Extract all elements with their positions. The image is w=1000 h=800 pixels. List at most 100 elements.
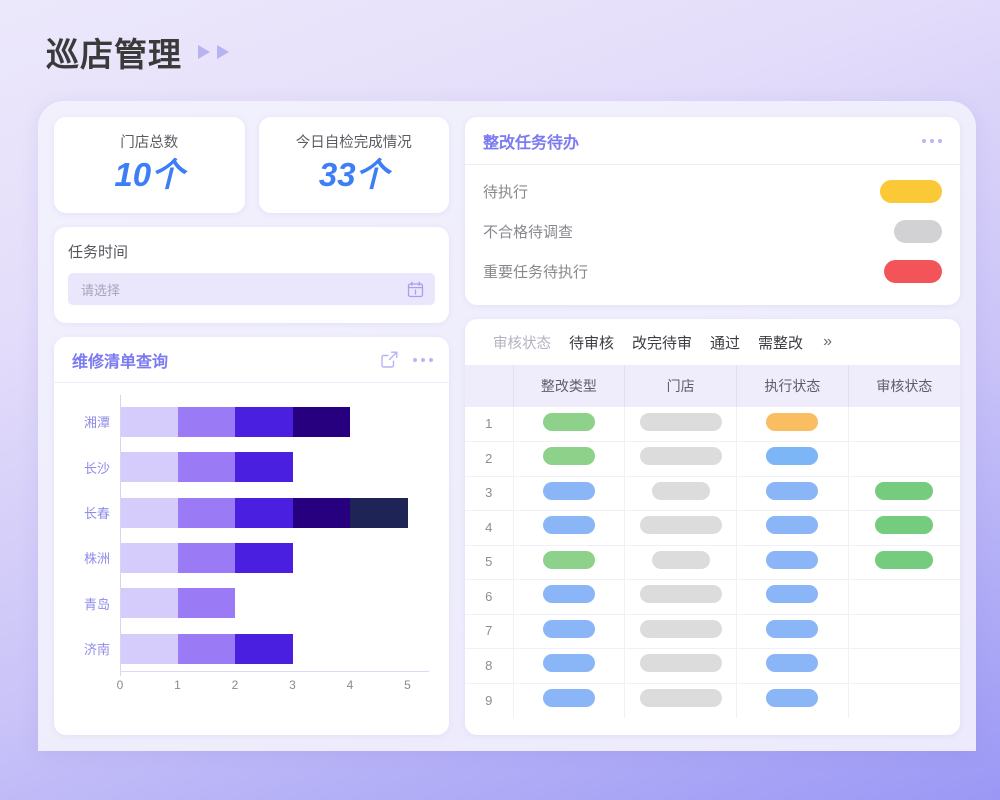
table-cell <box>736 476 849 511</box>
tab-待审核[interactable]: 待审核 <box>569 334 615 352</box>
cell-value-pill <box>766 550 819 569</box>
x-axis-tick: 3 <box>289 678 296 693</box>
stacked-bar[interactable] <box>120 452 429 483</box>
bar-segment <box>120 633 178 664</box>
page-header: 巡店管理 <box>46 28 231 76</box>
right-column: 整改任务待办 待执行 不合格待调查 重要任务待执行 审核状态 待审核 改完待审 通过 需整改… <box>465 117 960 735</box>
table-row[interactable]: 2 <box>465 441 960 477</box>
audit-status-filter-label: 审核状态 <box>493 335 551 352</box>
tabs-overflow-icon[interactable]: » <box>823 333 832 350</box>
chart-y-axis-line <box>120 394 121 449</box>
cell-value-pill <box>651 481 710 500</box>
x-axis-tick: 1 <box>174 678 181 693</box>
bar-segment <box>120 588 178 619</box>
cell-value-pill <box>639 585 722 604</box>
bar-chart: 湘潭 长沙 长春 株洲 青岛 济南 <box>64 394 429 676</box>
dashboard-panel: 门店总数 10个 今日自检完成情况 33个 任务时间 请选择 <box>38 101 976 751</box>
table-header-index <box>465 365 514 407</box>
table-cell <box>624 476 737 511</box>
chart-y-axis-line <box>120 440 121 495</box>
bar-category-label: 青岛 <box>83 596 110 612</box>
table-header-整改类型: 整改类型 <box>513 365 626 407</box>
chart-y-axis-line <box>120 621 121 676</box>
chart-plot-area: 湘潭 长沙 长春 株洲 青岛 济南 0 1 2 3 4 5 <box>54 383 449 735</box>
todo-card-title: 整改任务待办 <box>483 134 580 152</box>
table-header-门店: 门店 <box>624 365 737 407</box>
bar-segment <box>177 452 235 483</box>
tab-改完待审[interactable]: 改完待审 <box>632 334 693 352</box>
task-time-label: 任务时间 <box>68 244 129 262</box>
table-row[interactable]: 9 <box>465 683 960 718</box>
todo-card-header: 整改任务待办 <box>465 117 960 165</box>
chart-y-axis-line <box>120 576 121 631</box>
table-cell <box>848 407 960 442</box>
todo-item[interactable]: 重要任务待执行 <box>483 251 942 291</box>
table-row[interactable]: 7 <box>465 614 960 649</box>
table-cell <box>736 579 849 615</box>
bar-segment <box>177 497 235 528</box>
x-axis-tick: 2 <box>231 678 239 693</box>
share-external-icon[interactable] <box>380 350 399 369</box>
table-row-index: 3 <box>465 476 514 511</box>
tab-需整改[interactable]: 需整改 <box>758 334 804 352</box>
table-row[interactable]: 1 <box>465 407 960 442</box>
table-cell <box>848 476 960 511</box>
page-title: 巡店管理 <box>46 36 182 73</box>
bar-category-label: 长春 <box>83 506 110 522</box>
bar-chart-row: 济南 <box>64 621 429 676</box>
cell-value-pill <box>875 516 934 535</box>
table-row[interactable]: 6 <box>465 579 960 615</box>
stat-card-store-total[interactable]: 门店总数 10个 <box>54 117 245 214</box>
table-cell <box>848 441 960 477</box>
stacked-bar[interactable] <box>120 497 429 528</box>
cell-value-pill <box>542 516 595 535</box>
stacked-bar[interactable] <box>120 588 429 619</box>
stacked-bar[interactable] <box>120 542 429 573</box>
table-header-row: 整改类型 门店 执行状态 审核状态 <box>465 365 960 407</box>
stacked-bar[interactable] <box>120 406 429 437</box>
table-cell <box>624 648 737 684</box>
stat-value: 33个 <box>318 156 389 193</box>
cell-value-pill <box>639 412 722 431</box>
cell-value-pill <box>766 516 819 535</box>
table-row[interactable]: 4 <box>465 510 960 546</box>
table-cell <box>736 510 849 546</box>
cell-value-pill <box>542 412 595 431</box>
cell-value-pill <box>542 585 595 604</box>
x-axis-tick: 0 <box>116 678 124 693</box>
more-horizontal-icon[interactable] <box>413 357 433 362</box>
audit-status-tabs: 审核状态 待审核 改完待审 通过 需整改 » <box>465 319 960 365</box>
todo-item-value-pill <box>884 259 942 283</box>
table-row[interactable]: 5 <box>465 545 960 580</box>
table-row-index: 7 <box>465 614 514 649</box>
table-cell <box>513 648 626 684</box>
bar-chart-row: 长春 <box>64 485 429 540</box>
bar-segment <box>120 452 178 483</box>
cell-value-pill <box>542 481 595 500</box>
table-header-执行状态: 执行状态 <box>736 365 849 407</box>
table-cell <box>736 441 849 477</box>
table-row[interactable]: 8 <box>465 648 960 684</box>
bar-chart-row: 湘潭 <box>64 394 429 449</box>
cell-value-pill <box>651 550 710 569</box>
todo-item[interactable]: 待执行 <box>483 171 942 211</box>
table-row[interactable]: 3 <box>465 476 960 511</box>
calendar-icon[interactable] <box>407 281 424 298</box>
table-cell <box>513 579 626 615</box>
bar-chart-row: 长沙 <box>64 440 429 495</box>
cell-value-pill <box>639 689 722 707</box>
bar-segment <box>177 406 235 437</box>
cell-value-pill <box>639 619 722 638</box>
todo-item[interactable]: 不合格待调查 <box>483 211 942 251</box>
cell-value-pill <box>542 689 595 707</box>
table-cell <box>736 545 849 580</box>
tab-通过[interactable]: 通过 <box>710 334 741 352</box>
table-cell <box>848 614 960 649</box>
more-horizontal-icon[interactable] <box>922 138 942 143</box>
bar-segment <box>177 633 235 664</box>
stacked-bar[interactable] <box>120 633 429 664</box>
task-time-input[interactable]: 请选择 <box>68 273 435 306</box>
table-cell <box>513 510 626 546</box>
stat-card-self-check[interactable]: 今日自检完成情况 33个 <box>258 117 449 214</box>
